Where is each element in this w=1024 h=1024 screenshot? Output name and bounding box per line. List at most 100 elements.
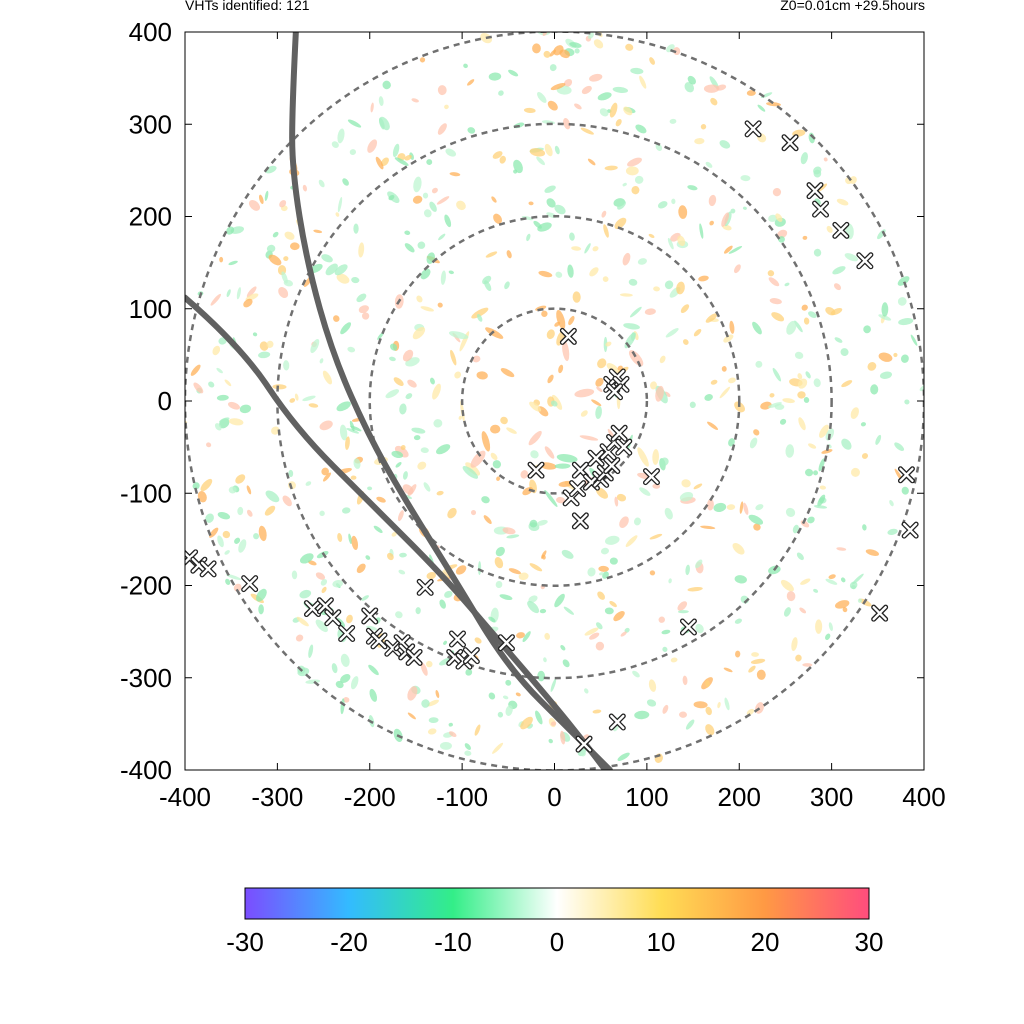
field-speckle xyxy=(334,264,348,276)
field-speckle xyxy=(375,156,384,170)
storm-tracks xyxy=(185,32,613,770)
field-speckle xyxy=(506,427,517,434)
field-speckle xyxy=(337,617,346,627)
field-speckle xyxy=(597,591,605,600)
field-speckle xyxy=(415,607,421,615)
field-speckle xyxy=(677,235,686,247)
field-speckle xyxy=(802,663,813,667)
field-speckle xyxy=(679,491,694,502)
field-speckle xyxy=(676,281,685,295)
field-speckle xyxy=(609,102,618,118)
field-speckle xyxy=(462,465,479,479)
field-speckle xyxy=(225,574,242,581)
field-speckle xyxy=(214,423,222,431)
field-speckle xyxy=(322,472,332,482)
field-speckle xyxy=(668,578,672,584)
field-speckle xyxy=(420,268,431,280)
field-speckle xyxy=(627,157,642,167)
field-speckle xyxy=(337,532,343,542)
field-speckle xyxy=(528,201,534,206)
field-speckle xyxy=(358,305,369,314)
field-speckle xyxy=(766,102,781,107)
field-speckle xyxy=(894,442,905,451)
field-speckle xyxy=(420,306,434,312)
field-speckle xyxy=(258,525,267,542)
field-speckle xyxy=(377,331,385,340)
field-speckle xyxy=(589,73,603,82)
field-speckle xyxy=(828,622,833,632)
field-speckle xyxy=(628,350,644,367)
field-speckle xyxy=(678,610,689,614)
colorbar-gradient xyxy=(244,887,870,920)
field-speckle xyxy=(836,198,849,206)
field-speckle xyxy=(840,348,849,357)
field-speckle xyxy=(295,634,304,642)
field-speckle xyxy=(562,659,570,668)
field-speckle xyxy=(813,470,819,476)
field-speckle xyxy=(637,258,647,265)
field-speckle xyxy=(481,496,490,504)
field-speckle xyxy=(860,422,867,427)
field-speckle xyxy=(438,233,446,241)
field-speckle xyxy=(705,680,710,688)
field-speckle xyxy=(368,664,379,676)
field-speckle xyxy=(710,97,718,106)
field-speckle xyxy=(455,565,467,575)
field-speckle xyxy=(606,363,619,374)
field-speckle xyxy=(305,481,312,486)
field-speckle xyxy=(365,555,371,560)
field-speckle xyxy=(707,421,719,430)
field-speckle xyxy=(266,244,276,253)
field-speckle xyxy=(463,63,468,69)
field-speckle xyxy=(405,393,413,400)
field-speckle xyxy=(421,699,430,708)
field-speckle xyxy=(358,242,365,258)
field-speckle xyxy=(543,50,551,58)
field-speckle xyxy=(633,517,641,526)
field-speckle xyxy=(723,334,734,343)
field-speckle xyxy=(721,366,727,372)
field-speckle xyxy=(771,312,785,322)
field-speckle xyxy=(919,382,924,392)
field-speckle xyxy=(757,104,766,112)
field-speckle xyxy=(321,586,327,594)
field-speckle xyxy=(456,200,466,211)
field-speckle xyxy=(353,458,361,469)
colorbar: -30 -20 -10 0 10 20 30 xyxy=(226,887,883,957)
field-speckle xyxy=(283,360,290,371)
field-speckle xyxy=(230,226,245,234)
field-speckle xyxy=(302,184,308,192)
range-ring xyxy=(368,215,741,587)
field-speckle xyxy=(258,604,264,615)
field-speckle xyxy=(522,631,531,643)
field-speckle xyxy=(779,418,787,425)
field-speckle xyxy=(614,496,619,507)
field-speckle xyxy=(679,711,688,718)
field-speckle xyxy=(504,281,510,290)
field-speckle xyxy=(259,341,269,351)
field-speckle xyxy=(889,500,894,507)
field-speckle xyxy=(343,697,350,703)
vht-marker xyxy=(316,597,334,615)
field-speckle xyxy=(664,280,674,290)
vht-marker xyxy=(608,713,626,731)
field-speckle xyxy=(497,711,504,718)
field-speckle xyxy=(278,287,289,299)
field-speckle xyxy=(732,542,745,555)
field-speckle xyxy=(550,678,557,692)
field-speckle xyxy=(568,315,575,326)
field-speckle xyxy=(538,270,553,278)
field-speckle xyxy=(700,124,707,130)
field-speckle xyxy=(385,389,400,399)
vht-marker xyxy=(679,618,697,636)
field-speckle xyxy=(707,498,714,511)
field-speckle xyxy=(780,579,794,592)
field-speckle xyxy=(347,346,356,353)
field-speckle xyxy=(505,705,513,716)
field-speckle xyxy=(730,208,736,214)
field-speckle xyxy=(471,307,489,319)
field-speckle xyxy=(336,273,350,284)
vht-marker xyxy=(361,607,379,625)
field-speckle xyxy=(622,252,631,266)
field-speckle xyxy=(426,252,435,264)
